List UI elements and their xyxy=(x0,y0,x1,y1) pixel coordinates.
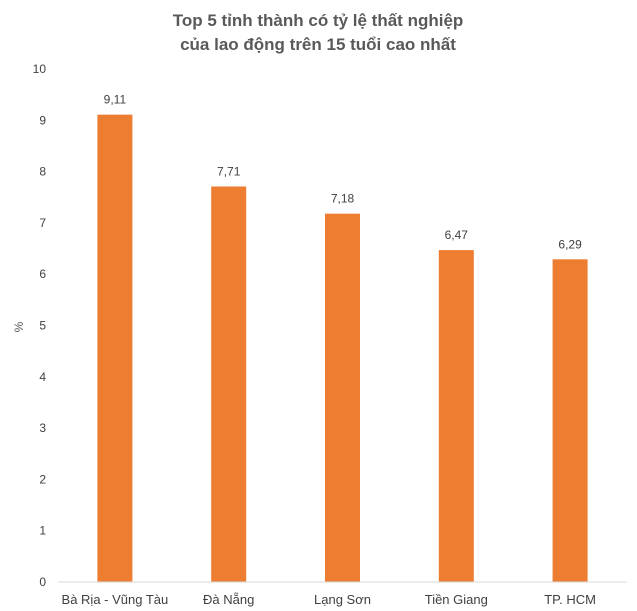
y-tick-label: 4 xyxy=(39,370,46,384)
chart-title-line-2: của lao động trên 15 tuổi cao nhất xyxy=(180,35,456,54)
data-labels: 9,11 7,71 7,18 6,47 6,29 xyxy=(104,93,582,252)
x-category-label: Lạng Sơn xyxy=(314,592,371,607)
bar xyxy=(211,186,247,583)
bar-value-label: 7,18 xyxy=(331,192,355,206)
bar-value-label: 7,71 xyxy=(217,164,241,178)
bar xyxy=(438,250,474,583)
bar xyxy=(552,259,588,582)
y-tick-label: 3 xyxy=(39,421,46,435)
chart-title-line-1: Top 5 tỉnh thành có tỷ lệ thất nghiệp xyxy=(173,11,464,30)
x-category-label: Bà Rịa - Vũng Tàu xyxy=(62,592,169,607)
bars xyxy=(97,114,588,583)
x-category-label: TP. HCM xyxy=(544,592,596,607)
y-axis-title: % xyxy=(12,321,26,332)
y-tick-label: 6 xyxy=(39,267,46,281)
y-tick-label: 2 xyxy=(39,472,46,486)
y-tick-label: 0 xyxy=(39,575,46,589)
y-tick-label: 10 xyxy=(33,62,47,76)
y-tick-label: 7 xyxy=(39,216,46,230)
x-category-label: Tiền Giang xyxy=(425,592,488,607)
y-tick-label: 5 xyxy=(39,319,46,333)
y-tick-label: 1 xyxy=(39,524,46,538)
bar xyxy=(325,213,360,582)
bar-value-label: 9,11 xyxy=(104,93,127,107)
y-axis-ticks: 0 1 2 3 4 5 6 7 8 9 10 xyxy=(33,62,47,589)
bar-value-label: 6,29 xyxy=(558,237,582,251)
y-tick-label: 9 xyxy=(39,113,46,127)
x-category-label: Đà Nẵng xyxy=(203,592,254,607)
bar-value-label: 6,47 xyxy=(445,228,469,242)
bar xyxy=(97,114,133,583)
y-tick-label: 8 xyxy=(39,165,46,179)
x-axis-categories: Bà Rịa - Vũng Tàu Đà Nẵng Lạng Sơn Tiền Gia… xyxy=(62,592,596,607)
